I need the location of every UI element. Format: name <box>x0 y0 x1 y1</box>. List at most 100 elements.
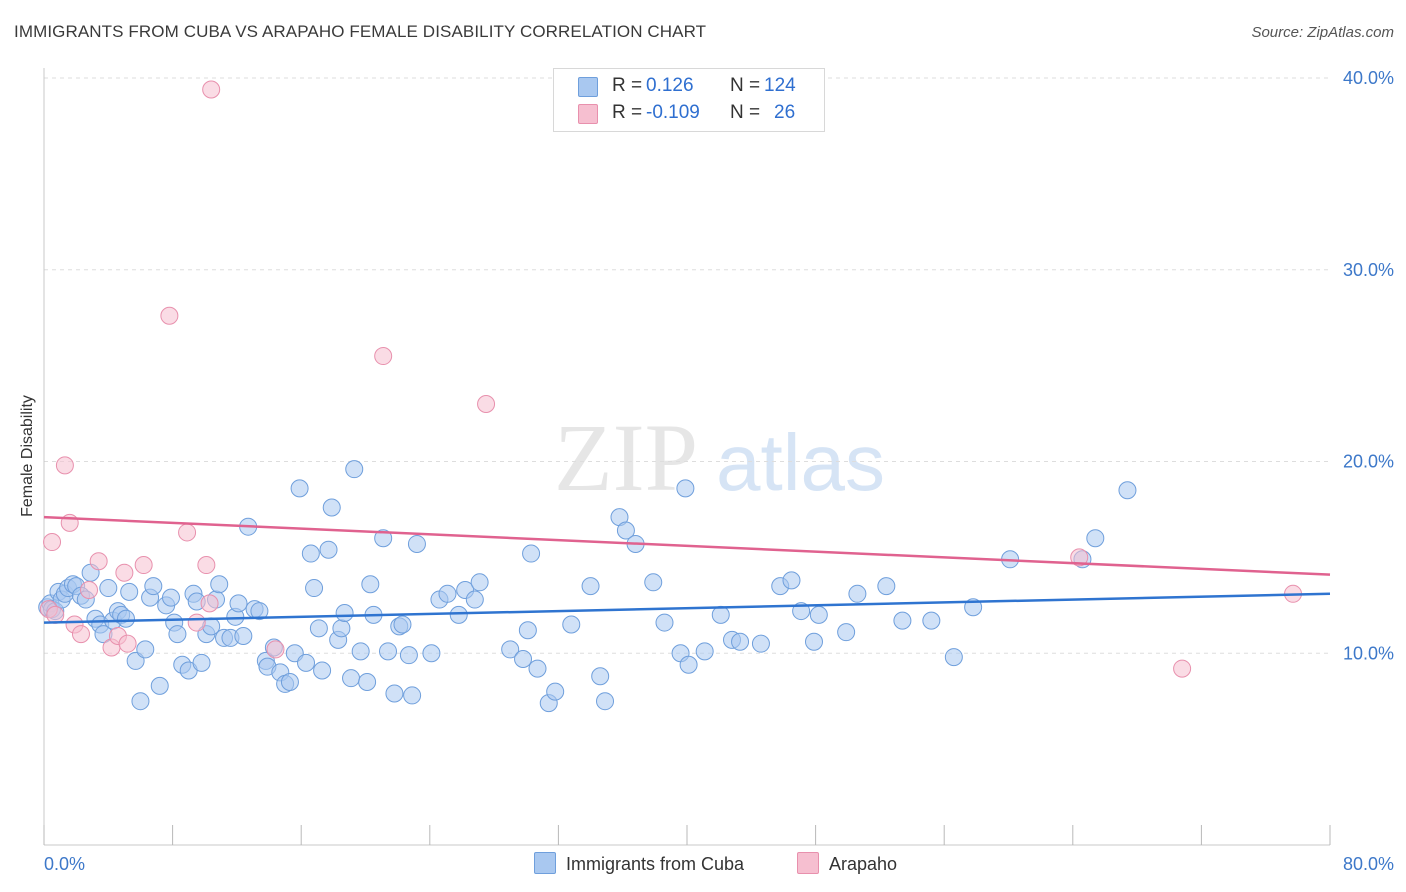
data-point-cuba <box>99 579 118 598</box>
data-point-cuba <box>596 692 615 711</box>
data-point-arapaho <box>115 563 134 582</box>
data-point-cuba <box>358 673 377 692</box>
data-point-cuba <box>782 571 801 590</box>
data-point-cuba <box>399 646 418 665</box>
data-point-cuba <box>161 588 180 607</box>
legend-r-label: R = <box>612 75 643 96</box>
data-point-cuba <box>403 686 422 705</box>
data-point-cuba <box>893 611 912 630</box>
data-point-arapaho <box>43 533 62 552</box>
data-point-cuba <box>711 605 730 624</box>
data-point-cuba <box>407 534 426 553</box>
data-point-cuba <box>501 640 520 659</box>
data-point-cuba <box>1086 529 1105 548</box>
data-point-cuba <box>528 659 547 678</box>
data-point-cuba <box>1118 481 1137 500</box>
data-point-cuba <box>581 577 600 596</box>
data-point-cuba <box>922 611 941 630</box>
data-point-arapaho <box>46 605 65 624</box>
data-point-cuba <box>518 621 537 640</box>
bottom-legend-swatch-cuba <box>534 852 556 874</box>
trend-line-cuba <box>43 592 1331 624</box>
data-point-cuba <box>422 644 441 663</box>
legend-n-value: 26 <box>774 102 796 123</box>
legend-n-label: N = <box>730 75 761 96</box>
data-point-cuba <box>168 625 187 644</box>
bottom-legend-swatch-arapaho <box>797 852 819 874</box>
trend-line-arapaho <box>43 515 1331 576</box>
legend-swatch-arapaho <box>578 104 598 124</box>
watermark-zip: ZIP <box>554 404 698 511</box>
data-point-cuba <box>616 521 635 540</box>
data-point-cuba <box>280 673 299 692</box>
data-point-cuba <box>679 655 698 674</box>
data-point-cuba <box>731 632 750 651</box>
data-point-cuba <box>465 590 484 609</box>
x-tick-label-max: 80.0% <box>1343 854 1394 874</box>
data-point-cuba <box>449 605 468 624</box>
data-point-cuba <box>192 653 211 672</box>
data-point-cuba <box>591 667 610 686</box>
data-point-cuba <box>116 609 135 628</box>
y-tick-label: 40.0% <box>1343 68 1394 88</box>
data-point-cuba <box>837 623 856 642</box>
data-point-cuba <box>332 619 351 638</box>
data-point-cuba <box>522 544 541 563</box>
data-point-cuba <box>877 577 896 596</box>
data-point-cuba <box>676 479 695 498</box>
data-point-arapaho <box>187 613 206 632</box>
data-point-cuba <box>345 460 364 479</box>
data-point-arapaho <box>1070 548 1089 567</box>
data-point-cuba <box>379 642 398 661</box>
trend-lines <box>43 515 1331 624</box>
data-point-cuba <box>351 642 370 661</box>
data-point-cuba <box>150 676 169 695</box>
data-point-arapaho <box>1173 659 1192 678</box>
data-point-cuba <box>144 577 163 596</box>
data-point-cuba <box>210 575 229 594</box>
legend-swatch-cuba <box>578 77 598 97</box>
data-point-cuba <box>562 615 581 634</box>
legend-n-value: 124 <box>764 75 796 96</box>
data-point-arapaho <box>134 556 153 575</box>
data-point-cuba <box>229 594 248 613</box>
data-point-cuba <box>131 692 150 711</box>
data-point-cuba <box>305 579 324 598</box>
legend-r-label: R = <box>612 102 643 123</box>
data-point-cuba <box>319 540 338 559</box>
bottom-legend-label-cuba: Immigrants from Cuba <box>566 854 745 874</box>
data-point-arapaho <box>374 347 393 366</box>
data-point-cuba <box>301 544 320 563</box>
legend-n-label: N = <box>730 102 761 123</box>
chart-title: IMMIGRANTS FROM CUBA VS ARAPAHO FEMALE D… <box>14 22 707 41</box>
data-point-cuba <box>514 650 533 669</box>
data-point-arapaho <box>178 523 197 542</box>
data-point-cuba <box>695 642 714 661</box>
axes <box>43 68 1331 846</box>
y-tick-label: 30.0% <box>1343 260 1394 280</box>
data-point-arapaho <box>89 552 108 571</box>
y-tick-label: 10.0% <box>1343 643 1394 663</box>
data-point-arapaho <box>80 580 99 599</box>
data-point-cuba <box>234 626 253 645</box>
watermark-atlas: atlas <box>716 418 885 507</box>
data-point-arapaho <box>477 394 496 413</box>
data-point-arapaho <box>266 640 285 659</box>
legend-r-value: -0.109 <box>646 102 700 123</box>
data-point-cuba <box>644 573 663 592</box>
series-arapaho-points <box>39 80 1303 678</box>
y-tick-labels: 10.0% 20.0% 30.0% 40.0% <box>1343 68 1394 663</box>
data-point-cuba <box>297 653 316 672</box>
data-point-arapaho <box>118 634 137 653</box>
bottom-legend-cuba: Immigrants from Cuba <box>534 852 744 875</box>
data-point-cuba <box>944 648 963 667</box>
data-point-cuba <box>126 651 145 670</box>
data-point-arapaho <box>160 306 179 325</box>
data-point-arapaho <box>71 625 90 644</box>
data-point-arapaho <box>197 556 216 575</box>
stats-legend: R = 0.126 N = 124 R = -0.109 N = 26 <box>553 68 825 132</box>
data-point-arapaho <box>200 594 219 613</box>
data-point-cuba <box>751 634 770 653</box>
data-point-cuba <box>250 602 269 621</box>
data-point-cuba <box>655 613 674 632</box>
